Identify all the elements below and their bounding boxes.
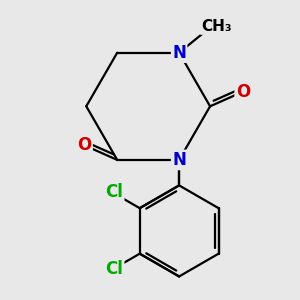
Text: N: N bbox=[172, 151, 186, 169]
Text: O: O bbox=[77, 136, 92, 154]
Text: Cl: Cl bbox=[105, 260, 123, 278]
Text: O: O bbox=[236, 83, 250, 101]
Text: N: N bbox=[172, 44, 186, 62]
Text: Cl: Cl bbox=[105, 183, 123, 201]
Text: CH₃: CH₃ bbox=[201, 19, 232, 34]
